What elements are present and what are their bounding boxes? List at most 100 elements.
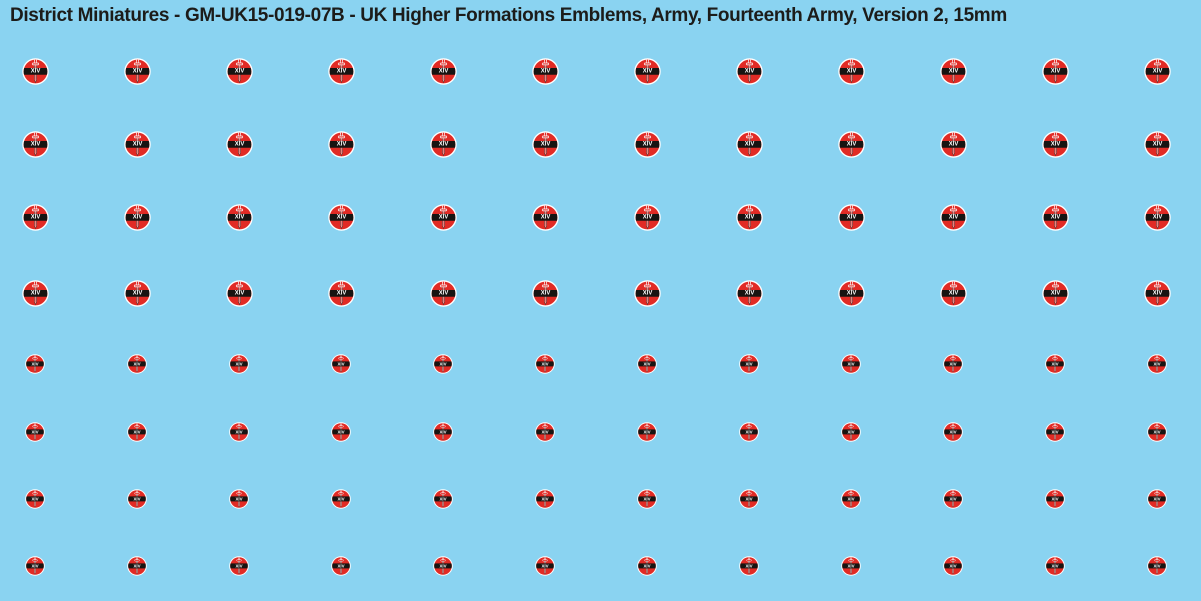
xiv-army-emblem-icon: XIV <box>1045 422 1065 442</box>
xiv-army-emblem-icon: XIV <box>327 130 355 158</box>
xiv-army-emblem-icon: XIV <box>225 203 253 231</box>
emblem-label: XIV <box>439 497 446 502</box>
emblem-label: XIV <box>439 430 446 435</box>
emblem-label: XIV <box>438 141 448 147</box>
emblem-label: XIV <box>642 290 652 296</box>
emblem-label: XIV <box>336 68 346 74</box>
emblem-label: XIV <box>1051 430 1058 435</box>
emblem-label: XIV <box>1153 430 1160 435</box>
xiv-army-emblem-icon: XIV <box>123 203 151 231</box>
xiv-army-emblem-icon: XIV <box>327 203 355 231</box>
emblem-label: XIV <box>642 141 652 147</box>
emblem-label: XIV <box>846 68 856 74</box>
xiv-army-emblem-icon: XIV <box>1143 57 1171 85</box>
xiv-army-emblem-icon: XIV <box>1143 203 1171 231</box>
xiv-army-emblem-icon: XIV <box>739 354 759 374</box>
emblem-label: XIV <box>235 564 242 569</box>
sheet-title: District Miniatures - GM-UK15-019-07B - … <box>10 5 1007 26</box>
emblem-label: XIV <box>745 430 752 435</box>
xiv-army-emblem-icon: XIV <box>21 203 49 231</box>
xiv-army-emblem-icon: XIV <box>531 279 559 307</box>
xiv-army-emblem-icon: XIV <box>127 556 147 576</box>
emblem-label: XIV <box>948 68 958 74</box>
emblem-label: XIV <box>540 68 550 74</box>
xiv-army-emblem-icon: XIV <box>123 130 151 158</box>
emblem-label: XIV <box>337 430 344 435</box>
xiv-army-emblem-icon: XIV <box>841 556 861 576</box>
xiv-army-emblem-icon: XIV <box>531 57 559 85</box>
emblem-label: XIV <box>1152 68 1162 74</box>
xiv-army-emblem-icon: XIV <box>735 279 763 307</box>
xiv-army-emblem-icon: XIV <box>1143 130 1171 158</box>
xiv-army-emblem-icon: XIV <box>1147 556 1167 576</box>
emblem-label: XIV <box>1051 362 1058 367</box>
emblem-label: XIV <box>30 68 40 74</box>
emblem-label: XIV <box>847 564 854 569</box>
emblem-label: XIV <box>1152 290 1162 296</box>
emblem-label: XIV <box>438 68 448 74</box>
emblem-label: XIV <box>336 290 346 296</box>
xiv-army-emblem-icon: XIV <box>837 57 865 85</box>
xiv-army-emblem-icon: XIV <box>225 130 253 158</box>
emblem-label: XIV <box>132 141 142 147</box>
emblem-label: XIV <box>1153 564 1160 569</box>
emblem-label: XIV <box>1050 68 1060 74</box>
xiv-army-emblem-icon: XIV <box>943 489 963 509</box>
xiv-army-emblem-icon: XIV <box>735 57 763 85</box>
xiv-army-emblem-icon: XIV <box>943 422 963 442</box>
emblem-label: XIV <box>541 430 548 435</box>
xiv-army-emblem-icon: XIV <box>939 57 967 85</box>
xiv-army-emblem-icon: XIV <box>127 489 147 509</box>
emblem-label: XIV <box>235 430 242 435</box>
xiv-army-emblem-icon: XIV <box>1045 489 1065 509</box>
emblem-label: XIV <box>439 564 446 569</box>
xiv-army-emblem-icon: XIV <box>433 489 453 509</box>
xiv-army-emblem-icon: XIV <box>331 489 351 509</box>
emblem-label: XIV <box>744 68 754 74</box>
xiv-army-emblem-icon: XIV <box>633 130 661 158</box>
emblem-label: XIV <box>439 362 446 367</box>
emblem-label: XIV <box>948 290 958 296</box>
xiv-army-emblem-icon: XIV <box>633 203 661 231</box>
xiv-army-emblem-icon: XIV <box>327 57 355 85</box>
emblem-label: XIV <box>643 362 650 367</box>
emblem-label: XIV <box>948 141 958 147</box>
emblem-label: XIV <box>235 497 242 502</box>
xiv-army-emblem-icon: XIV <box>433 556 453 576</box>
xiv-army-emblem-icon: XIV <box>229 489 249 509</box>
emblem-label: XIV <box>744 214 754 220</box>
xiv-army-emblem-icon: XIV <box>229 354 249 374</box>
xiv-army-emblem-icon: XIV <box>229 556 249 576</box>
emblem-label: XIV <box>643 564 650 569</box>
emblem-label: XIV <box>132 290 142 296</box>
xiv-army-emblem-icon: XIV <box>429 57 457 85</box>
emblem-label: XIV <box>949 362 956 367</box>
emblem-label: XIV <box>31 362 38 367</box>
emblem-label: XIV <box>1050 290 1060 296</box>
emblem-label: XIV <box>234 214 244 220</box>
xiv-army-emblem-icon: XIV <box>633 279 661 307</box>
emblem-label: XIV <box>744 141 754 147</box>
emblem-label: XIV <box>132 68 142 74</box>
emblem-label: XIV <box>541 497 548 502</box>
emblem-label: XIV <box>1153 362 1160 367</box>
emblem-label: XIV <box>745 497 752 502</box>
xiv-army-emblem-icon: XIV <box>123 279 151 307</box>
xiv-army-emblem-icon: XIV <box>535 422 555 442</box>
emblem-label: XIV <box>438 290 448 296</box>
xiv-army-emblem-icon: XIV <box>535 489 555 509</box>
xiv-army-emblem-icon: XIV <box>1045 354 1065 374</box>
emblem-label: XIV <box>540 214 550 220</box>
xiv-army-emblem-icon: XIV <box>433 354 453 374</box>
emblem-label: XIV <box>745 362 752 367</box>
emblem-label: XIV <box>643 497 650 502</box>
emblem-label: XIV <box>1050 214 1060 220</box>
xiv-army-emblem-icon: XIV <box>535 556 555 576</box>
emblem-label: XIV <box>1050 141 1060 147</box>
xiv-army-emblem-icon: XIV <box>739 489 759 509</box>
xiv-army-emblem-icon: XIV <box>123 57 151 85</box>
xiv-army-emblem-icon: XIV <box>1045 556 1065 576</box>
xiv-army-emblem-icon: XIV <box>837 130 865 158</box>
